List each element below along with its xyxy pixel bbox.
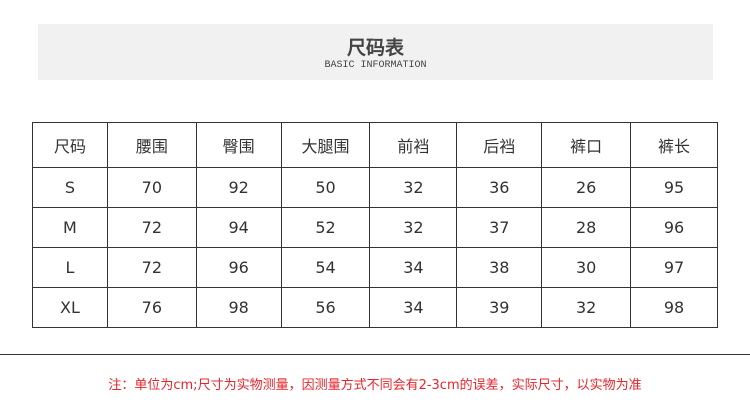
table-cell: 97 — [630, 247, 718, 288]
table-cell: 56 — [280, 287, 371, 328]
table-cell: 38 — [456, 247, 543, 288]
table-cell: 92 — [195, 167, 282, 208]
page-title: 尺码表 — [346, 37, 404, 59]
table-cell: XL — [32, 287, 108, 328]
table-cell: 54 — [280, 247, 371, 288]
table-cell: 50 — [280, 167, 371, 208]
table-cell: 32 — [541, 287, 632, 328]
column-header: 大腿围 — [280, 122, 371, 168]
table-cell: 36 — [456, 167, 543, 208]
column-header: 裤口 — [541, 122, 632, 168]
table-cell: 37 — [456, 207, 543, 248]
table-cell: 72 — [106, 247, 197, 288]
table-cell: 98 — [630, 287, 718, 328]
table-row: S 70 92 50 32 36 26 95 — [32, 167, 718, 208]
table-cell: M — [32, 207, 108, 248]
table-cell: 72 — [106, 207, 197, 248]
column-header: 裤长 — [630, 122, 718, 168]
column-header: 后裆 — [456, 122, 543, 168]
table-row: M 72 94 52 32 37 28 96 — [32, 207, 718, 248]
table-cell: 32 — [369, 207, 458, 248]
divider — [0, 354, 750, 355]
table-cell: 34 — [369, 287, 458, 328]
table-cell: 70 — [106, 167, 197, 208]
table-cell: 98 — [195, 287, 282, 328]
table-cell: 39 — [456, 287, 543, 328]
column-header: 臀围 — [195, 122, 282, 168]
measurement-note: 注：单位为cm;尺寸为实物测量，因测量方式不同会有2-3cm的误差，实际尺寸，以… — [108, 378, 642, 393]
table-cell: 76 — [106, 287, 197, 328]
table-cell: 30 — [541, 247, 632, 288]
page-subtitle: BASIC INFORMATION — [324, 60, 427, 71]
table-cell: 28 — [541, 207, 632, 248]
table-cell: 94 — [195, 207, 282, 248]
table-row: XL 76 98 56 34 39 32 98 — [32, 287, 718, 328]
table-cell: 96 — [195, 247, 282, 288]
table-cell: 34 — [369, 247, 458, 288]
size-table: 尺码 腰围 臀围 大腿围 前裆 后裆 裤口 裤长 S 70 92 50 32 36 26 95… — [32, 122, 718, 328]
table-cell: 26 — [541, 167, 632, 208]
table-cell: 95 — [630, 167, 718, 208]
table-cell: L — [32, 247, 108, 288]
table-header-row: 尺码 腰围 臀围 大腿围 前裆 后裆 裤口 裤长 — [32, 122, 718, 168]
table-cell: 32 — [369, 167, 458, 208]
table-cell: S — [32, 167, 108, 208]
table-row: L 72 96 54 34 38 30 97 — [32, 247, 718, 288]
table-cell: 96 — [630, 207, 718, 248]
column-header: 尺码 — [32, 122, 108, 168]
header-banner: 尺码表 BASIC INFORMATION — [38, 24, 713, 80]
column-header: 腰围 — [106, 122, 197, 168]
table-cell: 52 — [280, 207, 371, 248]
column-header: 前裆 — [369, 122, 458, 168]
